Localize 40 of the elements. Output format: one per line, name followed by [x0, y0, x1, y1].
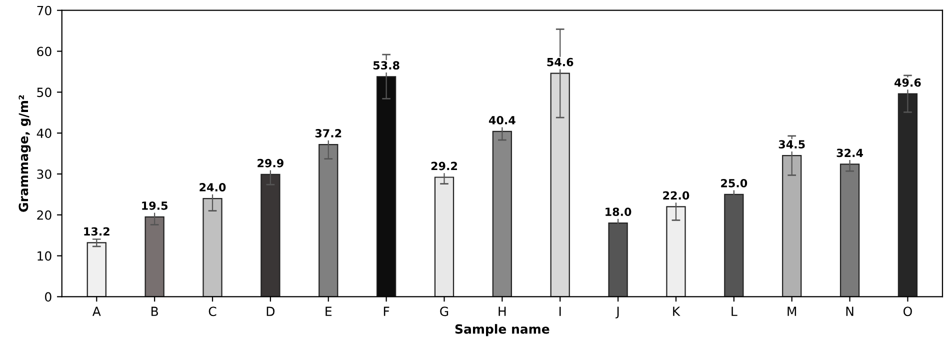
x-tick-label: L [732, 306, 738, 316]
y-tick-label: 60 [37, 46, 52, 56]
data-label: 29.9 [258, 158, 284, 168]
data-label: 25.0 [721, 178, 748, 188]
data-label: 37.2 [315, 129, 342, 138]
data-label: 40.4 [488, 116, 516, 124]
data-label: 53.8 [373, 61, 400, 70]
y-axis-title: Grammage, g/m² [18, 95, 31, 212]
y-tick-label: 0 [45, 292, 52, 302]
data-label: 49.6 [894, 78, 921, 87]
x-tick-label: F [384, 306, 390, 316]
data-label: 24.0 [200, 183, 226, 192]
x-axis-title: Sample name [455, 324, 550, 336]
x-tick-label: A [92, 306, 101, 316]
y-tick-label: 50 [37, 88, 52, 98]
data-label: 54.6 [547, 58, 574, 66]
x-tick-label: N [846, 306, 854, 316]
data-label: 13.2 [84, 227, 110, 236]
x-tick-label: O [904, 306, 912, 316]
data-label: 34.5 [778, 140, 805, 149]
x-tick-label: B [152, 306, 158, 316]
data-label: 22.0 [663, 191, 690, 200]
y-tick-label: 40 [36, 128, 52, 138]
x-tick-label: D [266, 306, 275, 316]
data-label: 18.0 [606, 208, 632, 216]
data-label: 32.4 [836, 148, 863, 158]
y-tick-label: 70 [37, 6, 52, 16]
y-tick-label: 10 [38, 251, 52, 261]
data-label: 19.5 [142, 201, 168, 210]
x-tick-label: J [616, 306, 619, 318]
x-tick-label: G [440, 306, 448, 316]
data-label: 29.2 [431, 162, 457, 170]
y-tick-label: 20 [37, 210, 52, 220]
y-tick-label: 30 [37, 169, 52, 179]
x-tick-label: M [788, 306, 796, 316]
x-tick-label: I [559, 306, 561, 316]
x-tick-label: C [208, 306, 216, 316]
x-tick-label: K [673, 306, 680, 316]
x-tick-label: H [498, 306, 506, 316]
x-tick-label: E [326, 306, 332, 316]
